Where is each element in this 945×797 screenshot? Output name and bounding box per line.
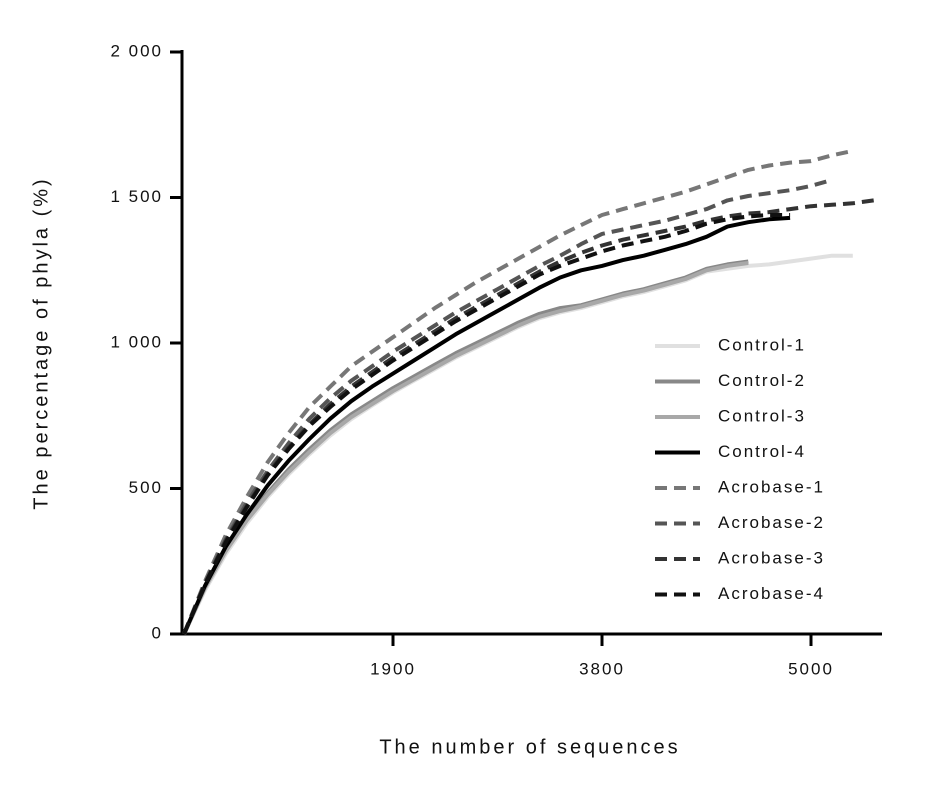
series-line <box>182 178 833 635</box>
y-axis-label: The percentage of phyla (%) <box>30 176 52 509</box>
x-tick-label: 3800 <box>579 659 625 678</box>
series-line <box>182 259 749 635</box>
x-tick-label: 1900 <box>370 659 416 678</box>
legend-label: Acrobase-1 <box>718 477 825 496</box>
series-line <box>182 261 749 635</box>
x-tick-label: 5000 <box>788 659 834 678</box>
legend-label: Acrobase-3 <box>718 548 825 567</box>
series-line <box>182 215 791 635</box>
series-line <box>182 148 854 635</box>
y-tick-label: 500 <box>129 478 163 497</box>
legend-label: Acrobase-2 <box>718 513 825 532</box>
legend-label: Control-3 <box>718 406 806 425</box>
y-tick-label: 0 <box>152 623 163 642</box>
x-axis-label: The number of sequences <box>379 736 680 758</box>
legend-label: Control-4 <box>718 442 806 461</box>
legend-label: Control-2 <box>718 371 806 390</box>
y-tick-label: 1 000 <box>110 332 163 351</box>
legend-label: Control-1 <box>718 335 806 354</box>
legend-label: Acrobase-4 <box>718 584 825 603</box>
y-tick-label: 1 500 <box>110 187 163 206</box>
series-line <box>182 213 791 635</box>
y-tick-label: 2 000 <box>110 41 163 60</box>
